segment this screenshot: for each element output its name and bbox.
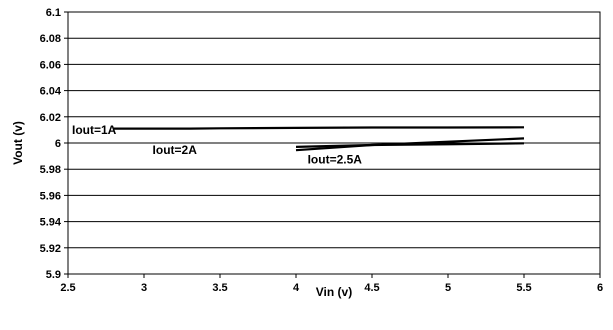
y-tick-label-4: 5.98 [40,164,61,176]
series-lines [113,126,525,152]
y-axis-ticks: 5.9 5.92 5.94 5.96 5.98 6 6.02 6.04 6.06 6.08 6.1 [40,7,68,281]
y-tick-label-7: 6.04 [40,86,62,98]
series-line-0 [113,126,525,130]
x-tick-label-0: 2.5 [60,282,75,294]
y-tick-label-9: 6.08 [40,33,61,45]
y-tick-label-3: 5.96 [40,190,61,202]
y-tick-label-10: 6.1 [46,7,61,19]
series-label-1: Iout=2A [153,143,198,157]
x-tick-label-6: 5.5 [516,282,531,294]
series-label-2: Iout=2.5A [308,152,363,166]
x-axis-ticks: 2.5 3 3.5 4 4.5 5 5.5 6 [60,274,603,294]
y-tick-label-0: 5.9 [46,269,61,281]
series-line-1 [295,137,525,152]
x-tick-label-3: 4 [293,282,300,294]
x-axis-title: Vin (v) [316,285,352,299]
x-tick-label-1: 3 [141,282,147,294]
x-tick-label-7: 6 [597,282,603,294]
x-tick-label-4: 4.5 [364,282,379,294]
y-tick-label-1: 5.92 [40,243,61,255]
y-axis-title: Vout (v) [11,121,25,165]
y-tick-label-8: 6.06 [40,59,61,71]
series-labels: Iout=1A Iout=2A Iout=2.5A [72,123,362,166]
x-tick-label-2: 3.5 [212,282,227,294]
y-tick-label-6: 6.02 [40,112,61,124]
series-label-0: Iout=1A [72,123,117,137]
x-tick-label-5: 5 [445,282,451,294]
series-line-2 [295,142,525,148]
y-tick-label-5: 6 [55,138,61,150]
y-tick-label-2: 5.94 [40,217,62,229]
